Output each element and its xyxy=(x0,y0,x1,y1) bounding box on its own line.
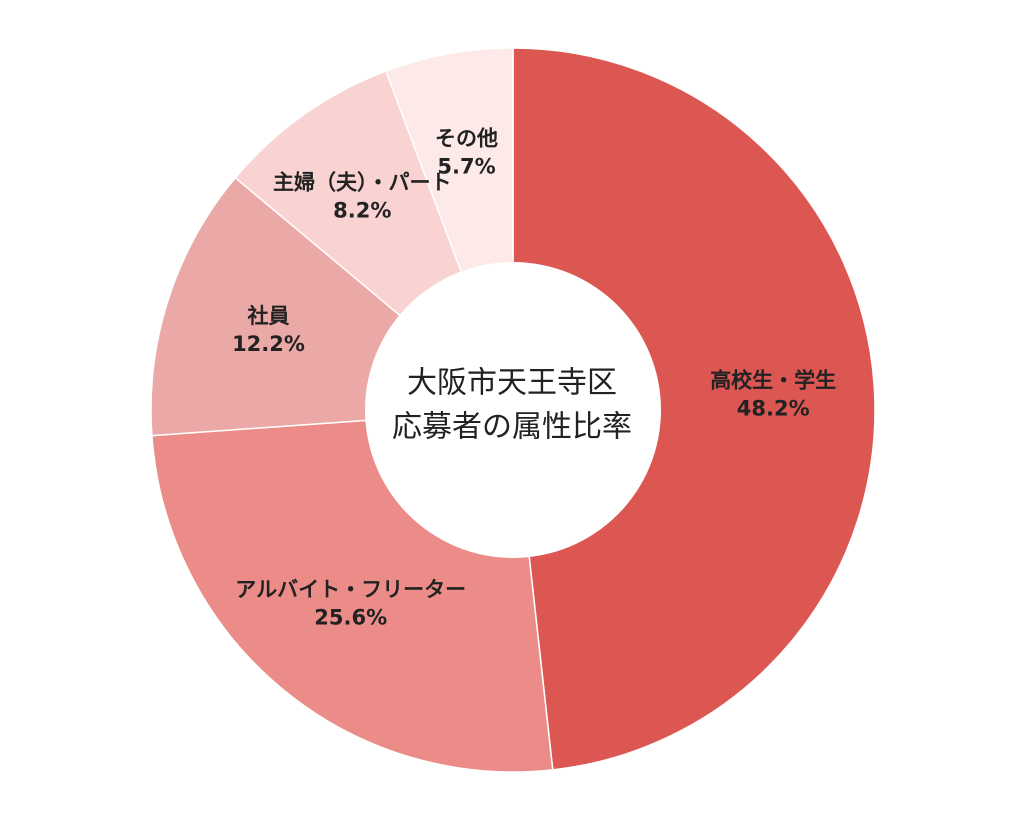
center-title-line-2: 応募者の属性比率 xyxy=(392,410,632,445)
slice-0 xyxy=(512,47,876,771)
slice-value-3: 8.2% xyxy=(333,198,391,222)
slice-labels: 高校生・学生 48.2% アルバイト・フリーター 25.6% 社員 12.2% 主婦（夫）・… xyxy=(232,127,836,630)
slice-label-3: 主婦（夫）・パート xyxy=(273,170,452,194)
donut-hole xyxy=(365,262,661,558)
slice-value-4: 5.7% xyxy=(437,155,495,179)
slice-label-2: 社員 xyxy=(247,304,290,328)
center-title-line-1: 大阪市天王寺区 xyxy=(407,366,617,401)
slice-label-4: その他 xyxy=(435,127,498,151)
slice-label-0: 高校生・学生 xyxy=(710,369,836,393)
slice-value-0: 48.2% xyxy=(737,397,810,421)
slice-value-1: 25.6% xyxy=(314,606,387,630)
slice-label-1: アルバイト・フリーター xyxy=(235,578,466,602)
center-title: 大阪市天王寺区 応募者の属性比率 xyxy=(392,366,632,445)
slice-value-2: 12.2% xyxy=(232,332,305,356)
